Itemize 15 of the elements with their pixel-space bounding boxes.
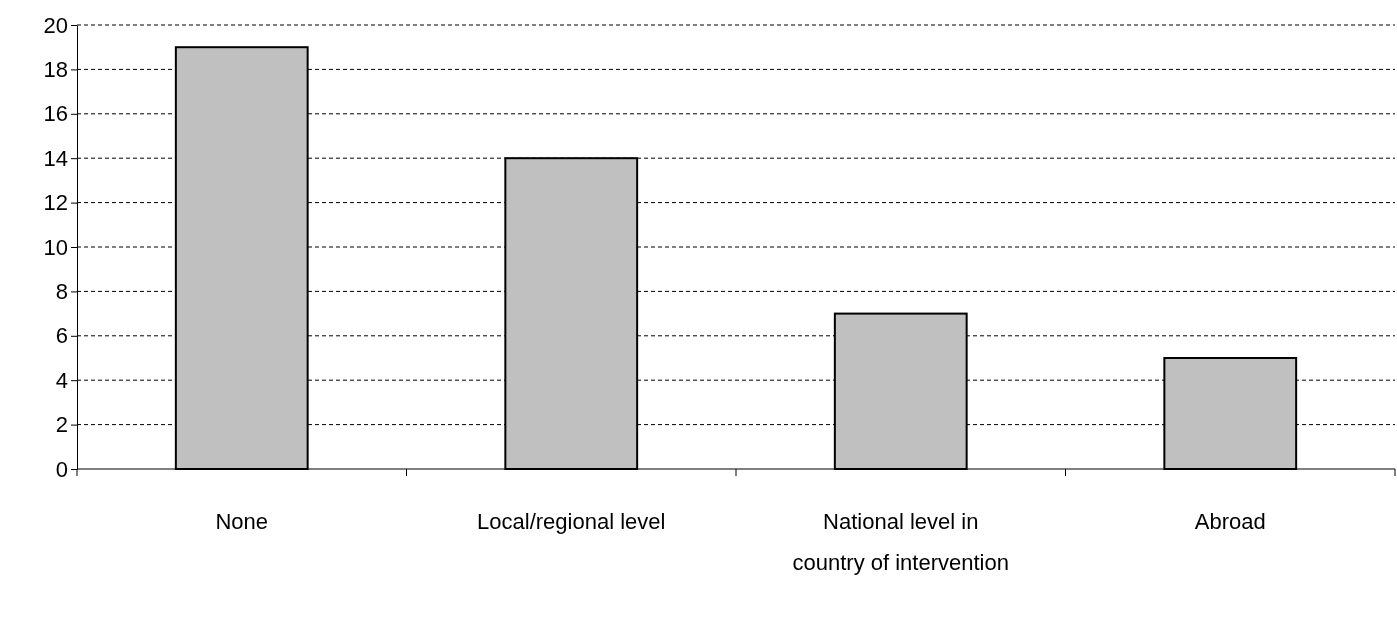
x-tick-label: National level in country of intervention [792,509,1009,575]
x-tick-label: Abroad [1194,509,1266,534]
y-tick-label: 12 [43,190,68,216]
y-tick-label: 14 [43,145,68,171]
x-tick-label: None [215,509,269,534]
y-tick-label: 4 [55,367,68,393]
y-tick-label: 16 [43,101,68,127]
y-tick-label: 18 [43,56,68,82]
y-tick-label: 6 [55,323,68,349]
x-tick-label: Local/regional level [477,509,666,534]
y-tick-label: 8 [55,278,68,304]
y-tick-label: 2 [55,412,68,438]
y-tick-label: 10 [43,234,68,260]
y-tick-label: 20 [43,12,68,38]
y-tick-label: 0 [55,456,68,482]
